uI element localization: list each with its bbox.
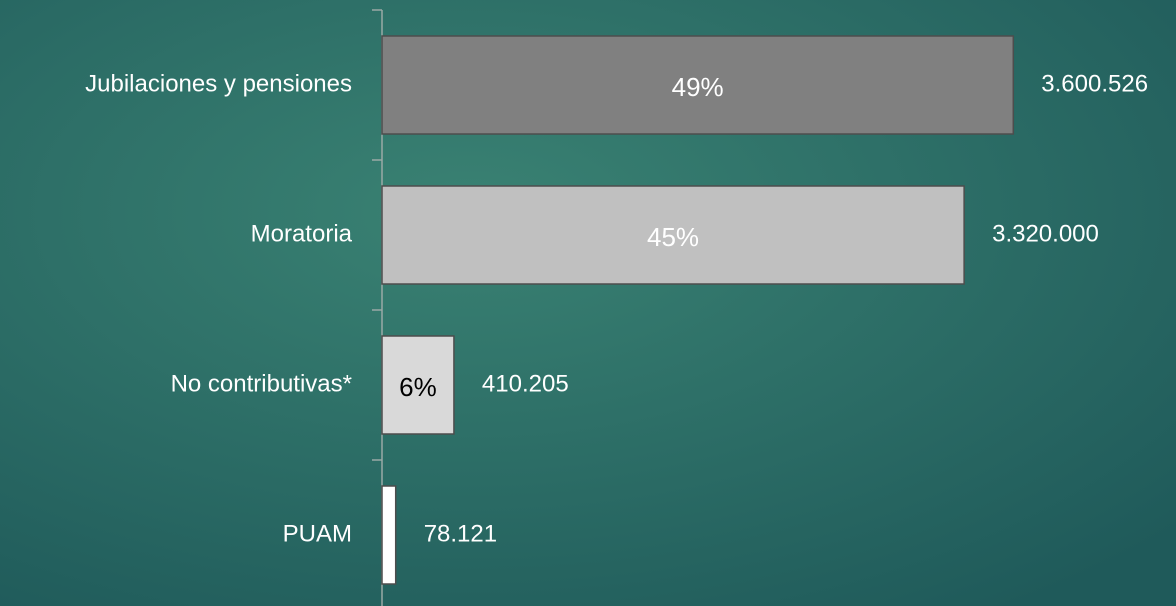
category-label: Jubilaciones y pensiones bbox=[85, 70, 352, 97]
value-label: 3.320.000 bbox=[992, 220, 1099, 247]
bar bbox=[381, 335, 455, 435]
share-label: 6% bbox=[399, 372, 437, 402]
category-label: PUAM bbox=[283, 520, 352, 547]
value-label: 3.600.526 bbox=[1041, 70, 1148, 97]
bar bbox=[381, 185, 965, 285]
bar bbox=[381, 485, 397, 585]
category-label: No contributivas* bbox=[171, 370, 352, 397]
value-label: 410.205 bbox=[482, 370, 569, 397]
value-label: 78.121 bbox=[424, 520, 497, 547]
share-label: 49% bbox=[672, 72, 724, 102]
share-label: 45% bbox=[647, 222, 699, 252]
bar bbox=[381, 35, 1015, 135]
category-label: Moratoria bbox=[251, 220, 353, 247]
